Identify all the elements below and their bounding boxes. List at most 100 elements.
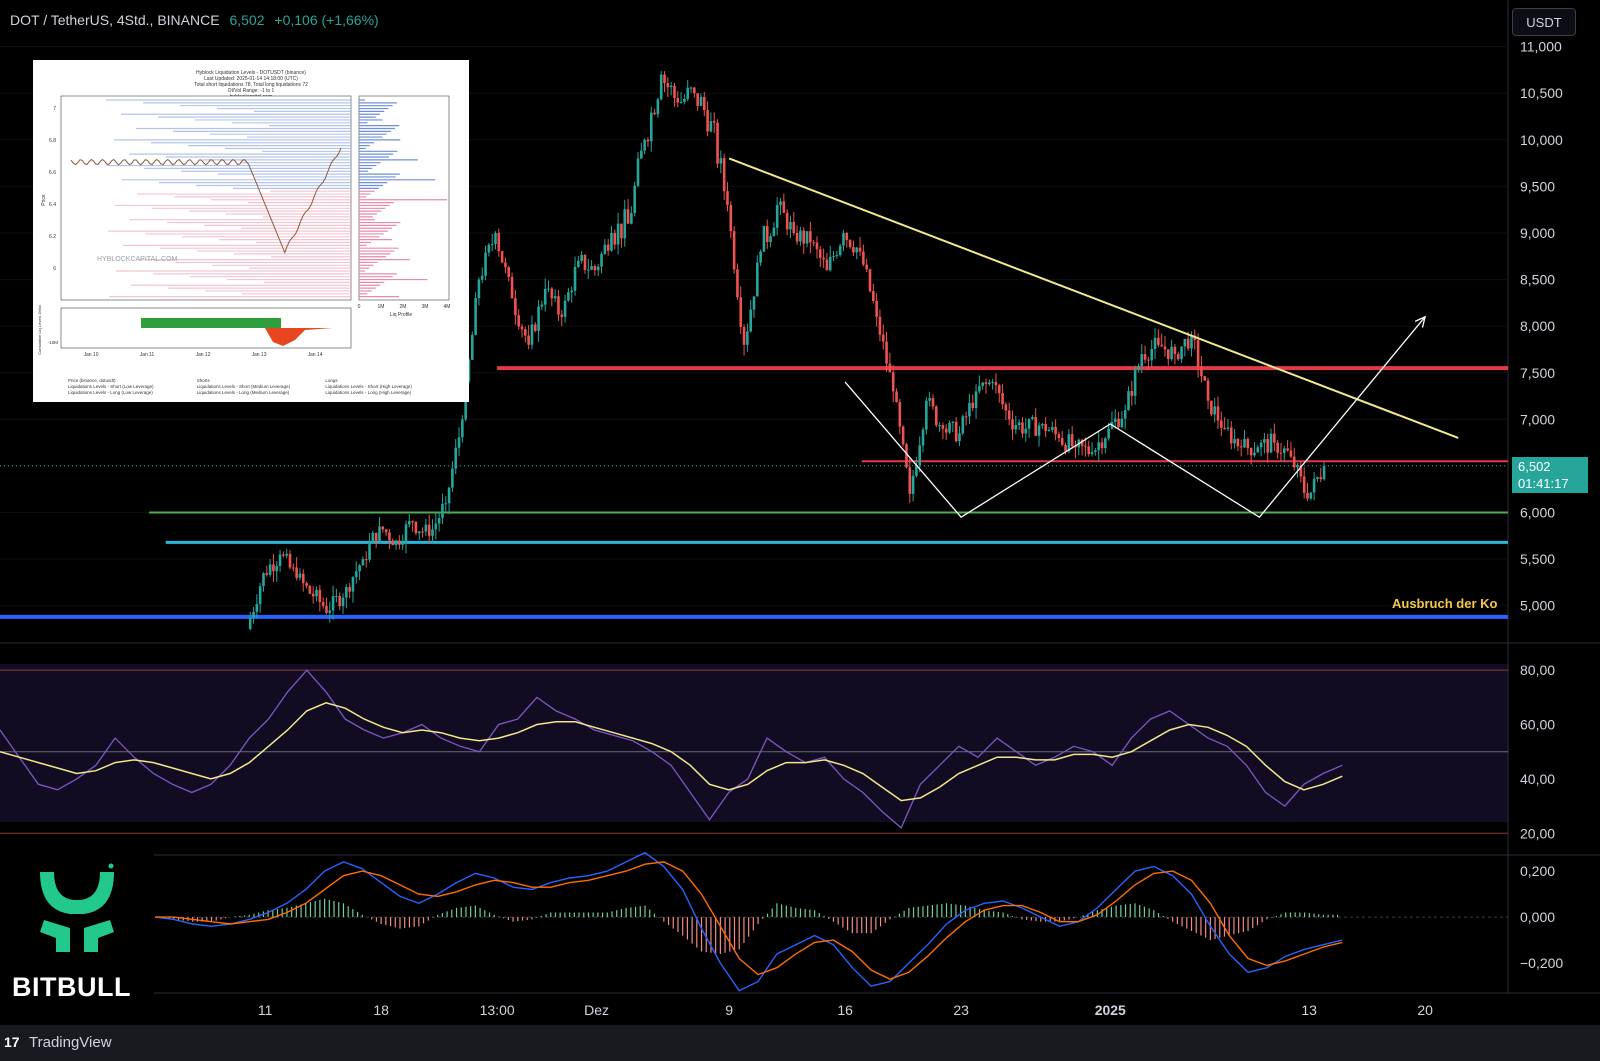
candle-body	[282, 554, 285, 556]
candle-body	[1173, 346, 1177, 355]
price-tick-label: 7,000	[1520, 411, 1555, 427]
candle-body	[494, 232, 497, 244]
candle-body	[1037, 425, 1041, 436]
candle-body	[878, 316, 882, 335]
candle-body	[606, 244, 610, 251]
inset-profile-tick: 3M	[422, 304, 429, 310]
double-bottom-pattern	[844, 316, 1426, 519]
candle-body	[580, 254, 583, 261]
candle-body	[616, 223, 620, 245]
candle-body	[1229, 427, 1233, 444]
candle-body	[716, 122, 719, 164]
inset-legend-item: Liquidations Levels - Long (High Leverag…	[325, 390, 412, 395]
candle-body	[1203, 376, 1207, 381]
candle-body	[424, 524, 428, 532]
candle-body	[527, 335, 530, 345]
candle-body	[421, 531, 424, 533]
tradingview-label[interactable]: TradingView	[29, 1034, 112, 1051]
inset-frame	[60, 95, 352, 301]
tradingview-footer: 17 TradingView	[0, 1025, 1600, 1061]
candle-body	[799, 230, 802, 242]
candle-body	[1153, 337, 1157, 349]
candle-body	[1107, 428, 1110, 439]
candle-body	[374, 532, 378, 542]
candle-body	[1263, 439, 1266, 443]
macd-tick-label: 0,200	[1520, 863, 1555, 879]
inset-profile-frame	[358, 95, 450, 301]
candle-body	[862, 251, 865, 265]
macd-tick-label: 0,000	[1520, 909, 1555, 925]
candle-body	[391, 540, 395, 546]
candle-body	[669, 85, 673, 88]
candle-body	[500, 251, 504, 263]
candle-body	[835, 255, 839, 257]
price-tick-label: 6,000	[1520, 505, 1555, 521]
candle-body	[457, 437, 461, 448]
candle-body	[328, 610, 332, 613]
candle-body	[775, 205, 779, 228]
candle-body	[905, 444, 908, 468]
candle-body	[1064, 444, 1067, 452]
price-tick-label: 8,500	[1520, 272, 1555, 288]
candle-body	[683, 98, 686, 102]
candle-body	[341, 597, 345, 607]
price-tick-label: 5,500	[1520, 551, 1555, 567]
candle-body	[361, 559, 365, 566]
candle-body	[872, 291, 875, 301]
inset-legend-item: Shorts	[196, 378, 210, 383]
candle-body	[646, 139, 650, 142]
candle-body	[401, 543, 404, 545]
candle-body	[315, 589, 318, 597]
candle-body	[623, 209, 627, 239]
candle-body	[1080, 439, 1084, 446]
candle-body	[487, 244, 491, 253]
chart-header: DOT / TetherUS, 4Std., BINANCE 6,502 +0,…	[10, 12, 379, 28]
tradingview-logo-icon: 17	[4, 1034, 20, 1050]
candle-body	[497, 232, 501, 252]
symbol-title[interactable]: DOT / TetherUS, 4Std., BINANCE	[10, 12, 220, 28]
price-tick-label: 9,000	[1520, 225, 1555, 241]
candle-body	[530, 324, 534, 345]
candle-body	[1299, 465, 1303, 477]
candle-body	[1256, 447, 1260, 453]
inset-price-line	[70, 147, 342, 254]
candle-body	[649, 112, 653, 142]
candle-body	[1170, 346, 1173, 360]
candle-body	[1186, 338, 1190, 349]
candle-body	[795, 232, 799, 242]
candle-body	[593, 266, 597, 271]
candle-body	[560, 314, 564, 317]
candle-body	[815, 242, 819, 250]
candle-body	[1206, 380, 1210, 401]
candle-body	[596, 266, 600, 271]
candle-body	[1087, 446, 1091, 455]
candle-body	[408, 521, 411, 525]
candle-body	[885, 341, 888, 364]
inset-x-tick: Jan 13	[251, 352, 266, 358]
candle-body	[1279, 452, 1283, 454]
candle-body	[772, 227, 776, 237]
candle-body	[368, 542, 371, 560]
inset-title-line: Hyblock Liquidation Levels - DOTUSDT (bi…	[196, 70, 306, 76]
candle-body	[1027, 418, 1031, 429]
candle-body	[520, 326, 524, 330]
candle-body	[944, 428, 948, 433]
currency-button[interactable]: USDT	[1512, 8, 1576, 36]
candle-body	[321, 602, 325, 606]
candle-body	[712, 121, 716, 123]
candle-body	[981, 382, 984, 386]
candle-body	[726, 191, 729, 206]
inset-x-tick: Jan 12	[195, 352, 210, 358]
candle-body	[427, 524, 431, 536]
inset-profile-label: Liq Profile	[390, 312, 412, 318]
candle-body	[586, 269, 590, 271]
candle-body	[702, 96, 706, 111]
candle-body	[248, 618, 252, 630]
candle-body	[888, 363, 892, 373]
candle-body	[782, 201, 786, 213]
bitbull-logo: BITBULL	[0, 852, 154, 1015]
candle-body	[620, 223, 623, 239]
candle-body	[769, 236, 772, 242]
candle-body	[371, 532, 375, 543]
